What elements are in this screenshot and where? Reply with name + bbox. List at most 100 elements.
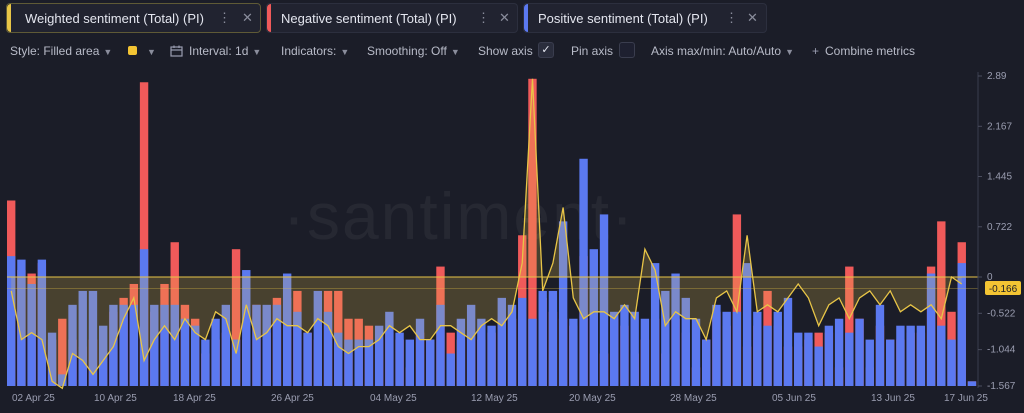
y-axis: 2.89 2.167 1.445 0.722 0 -0.522 -1.044 -1.567 [977, 71, 1016, 392]
close-icon[interactable]: ✕ [747, 10, 758, 25]
metric-tab-weighted-sentiment[interactable]: Weighted sentiment (Total) (PI) ⋮ ✕ [6, 3, 261, 33]
positive-sentiment-bar [436, 304, 445, 386]
metric-color-indicator [267, 4, 271, 32]
negative-sentiment-bar [231, 249, 241, 386]
positive-sentiment-bar [344, 339, 353, 386]
positive-sentiment-bar [293, 311, 302, 386]
chevron-down-icon: ▼ [340, 47, 350, 57]
interval-dropdown[interactable]: Interval: 1d ▼ [170, 44, 261, 58]
metric-tabs: Weighted sentiment (Total) (PI) ⋮ ✕ Nega… [0, 0, 1024, 36]
show-axis-checkbox[interactable]: ✓ [538, 42, 554, 58]
metric-tab-positive-sentiment[interactable]: Positive sentiment (Total) (PI) ⋮ ✕ [523, 3, 767, 33]
y-tick-label: -0.522 [987, 308, 1016, 319]
positive-sentiment-bar [88, 290, 98, 386]
positive-sentiment-bar [947, 339, 956, 386]
check-icon: ✓ [541, 44, 551, 56]
negative-sentiment-bar [732, 214, 742, 386]
positive-sentiment-bar [129, 304, 139, 386]
x-tick-label: 17 Jun 25 [944, 393, 988, 404]
metric-tab-negative-sentiment[interactable]: Negative sentiment (Total) (PI) ⋮ ✕ [266, 3, 518, 33]
interval-label: Interval: 1d [189, 44, 249, 58]
more-vertical-icon[interactable]: ⋮ [477, 10, 490, 25]
positive-sentiment-bar [650, 263, 660, 386]
positive-sentiment-bar [722, 311, 731, 386]
weighted-sentiment-area [11, 78, 962, 389]
metric-color-indicator [7, 4, 11, 32]
positive-sentiment-bar [150, 304, 159, 386]
positive-sentiment-bar [630, 311, 639, 386]
more-vertical-icon[interactable]: ⋮ [725, 10, 738, 25]
y-tick-label: -1.567 [987, 381, 1016, 392]
positive-sentiment-bar [211, 318, 220, 386]
axis-maxmin-dropdown[interactable]: Axis max/min: Auto/Auto ▼ [651, 44, 794, 58]
positive-sentiment-bar [681, 297, 690, 386]
sentiment-chart[interactable]: ·santiment· 2.89 2.167 1.445 0.722 0 -0.522 -1… [0, 66, 1024, 413]
positive-sentiment-bar [753, 311, 762, 386]
smoothing-dropdown[interactable]: Smoothing: Off ▼ [367, 44, 460, 58]
positive-sentiment-bar [334, 332, 343, 386]
current-value-badge [985, 281, 1021, 295]
positive-sentiment-bar [47, 332, 57, 386]
positive-sentiment-bar [497, 297, 506, 386]
x-axis: 02 Apr 25 10 Apr 25 18 Apr 25 26 Apr 25 04 M… [12, 393, 988, 404]
positive-sentiment-bar [691, 318, 701, 386]
chevron-down-icon: ▼ [103, 47, 113, 57]
pin-axis-checkbox[interactable] [619, 42, 635, 58]
positive-sentiment-bar [599, 214, 609, 386]
positive-sentiment-bar [712, 304, 721, 386]
x-tick-label: 12 May 25 [471, 393, 518, 404]
positive-sentiment-bar [17, 259, 26, 386]
y-tick-label: -1.044 [987, 345, 1016, 356]
calendar-icon [170, 45, 183, 57]
combine-metrics-label: Combine metrics [825, 44, 916, 58]
positive-sentiment-bar [732, 311, 742, 386]
positive-sentiment-bar [742, 263, 752, 386]
positive-sentiment-bar [190, 325, 200, 386]
close-icon[interactable]: ✕ [499, 10, 510, 25]
close-icon[interactable]: ✕ [242, 10, 253, 25]
positive-sentiment-bar [804, 332, 813, 386]
positive-sentiment-bar [886, 339, 895, 386]
positive-sentiment-bar [58, 374, 67, 386]
positive-sentiment-bar [354, 339, 363, 386]
chevron-down-icon[interactable]: ▼ [147, 47, 156, 57]
positive-sentiment-bar [262, 304, 271, 386]
positive-sentiment-bar [119, 304, 128, 386]
x-tick-label: 02 Apr 25 [12, 393, 55, 404]
positive-sentiment-bar [160, 304, 169, 386]
positive-sentiment-bar [671, 273, 680, 386]
positive-sentiment-bar [180, 318, 190, 386]
positive-sentiment-bar [446, 353, 455, 386]
positive-sentiment-bar [282, 273, 292, 386]
positive-sentiment-bar [937, 325, 946, 386]
metric-tab-label: Positive sentiment (Total) (PI) [538, 11, 708, 26]
chevron-down-icon: ▼ [252, 47, 262, 57]
color-swatch[interactable] [128, 46, 137, 55]
chart-toolbar: Style: Filled area ▼ ▼ Interval: 1d ▼ Indi… [0, 40, 1024, 62]
positive-sentiment-bar [272, 304, 282, 386]
positive-sentiment-bar [896, 325, 905, 386]
positive-sentiment-bar [68, 304, 77, 386]
indicators-dropdown[interactable]: Indicators: ▼ [281, 44, 349, 58]
x-tick-label: 10 Apr 25 [94, 393, 137, 404]
positive-sentiment-bar [579, 158, 588, 386]
combine-metrics-button[interactable]: + Combine metrics [812, 44, 915, 58]
style-dropdown[interactable]: Style: Filled area ▼ [10, 44, 112, 58]
positive-sentiment-bar [834, 318, 844, 386]
positive-sentiment-bar [477, 318, 486, 386]
show-axis-label: Show axis [478, 44, 533, 58]
positive-sentiment-bar [926, 273, 936, 386]
positive-sentiment-bar [589, 249, 598, 386]
current-value-label: -0.166 [989, 284, 1018, 295]
positive-sentiment-bar [201, 339, 210, 386]
x-tick-label: 28 May 25 [670, 393, 717, 404]
positive-sentiment-bar [252, 304, 261, 386]
metric-tab-label: Negative sentiment (Total) (PI) [281, 11, 457, 26]
positive-sentiment-bar [548, 290, 558, 386]
style-label: Style: Filled area [10, 44, 100, 58]
positive-sentiment-bar [610, 311, 619, 386]
weighted-layer [7, 78, 978, 390]
positive-sentiment-bar [27, 283, 36, 386]
positive-sentiment-bar [242, 270, 251, 386]
more-vertical-icon[interactable]: ⋮ [218, 10, 231, 25]
